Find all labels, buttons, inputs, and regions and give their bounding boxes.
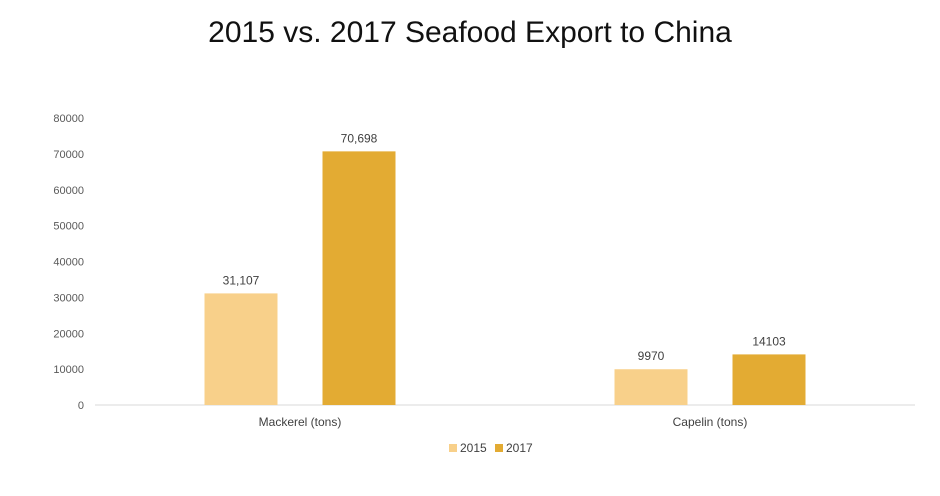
- data-label: 14103: [752, 334, 786, 348]
- legend-swatch-2017: [495, 444, 503, 452]
- bar-2015-0: [204, 293, 278, 405]
- category-label: Mackerel (tons): [259, 415, 342, 429]
- legend-label: 2015: [460, 441, 487, 455]
- y-tick-label: 0: [78, 400, 84, 412]
- bar-2015-1: [614, 369, 688, 405]
- bar-2017-0: [322, 151, 396, 405]
- y-axis-ticks: 0 10000 20000 30000 40000 50000 60000 70000 8000…: [53, 113, 84, 412]
- data-label: 70,698: [341, 131, 378, 145]
- y-tick-label: 70000: [53, 149, 84, 161]
- category-labels: Mackerel (tons) Capelin (tons): [259, 415, 748, 429]
- y-tick-label: 20000: [53, 328, 84, 340]
- legend-swatch-2015: [449, 444, 457, 452]
- data-label: 31,107: [223, 273, 260, 287]
- chart-title: 2015 vs. 2017 Seafood Export to China: [208, 16, 732, 49]
- y-tick-label: 80000: [53, 113, 84, 125]
- data-label: 9970: [638, 349, 665, 363]
- y-tick-label: 50000: [53, 221, 84, 233]
- y-tick-label: 60000: [53, 185, 84, 197]
- bars-group: 31,107 70,698 9970 14103: [204, 131, 806, 405]
- y-tick-label: 40000: [53, 257, 84, 269]
- category-label: Capelin (tons): [673, 415, 748, 429]
- y-tick-label: 10000: [53, 364, 84, 376]
- y-tick-label: 30000: [53, 292, 84, 304]
- legend: 2015 2017: [449, 441, 533, 455]
- bar-2017-1: [732, 354, 806, 405]
- legend-label: 2017: [506, 441, 533, 455]
